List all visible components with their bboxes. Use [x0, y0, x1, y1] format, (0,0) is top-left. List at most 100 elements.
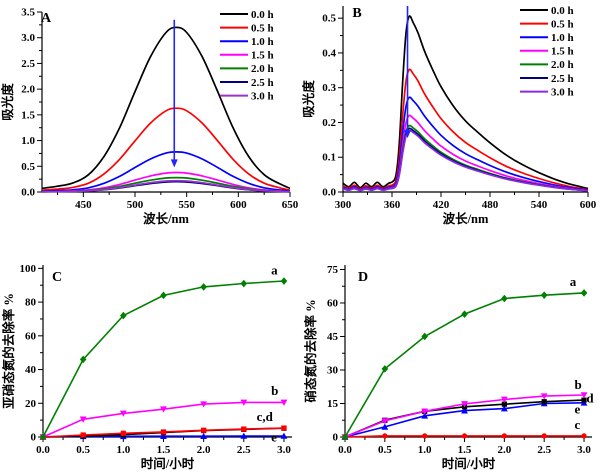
data-point-marker: [421, 412, 429, 419]
data-point-marker: [382, 433, 388, 439]
x-tick-label: 300: [335, 199, 352, 211]
data-point-marker: [201, 427, 207, 433]
x-tick-label: 550: [178, 199, 195, 211]
tick-marks: [38, 267, 285, 442]
curve-annotation-e: e: [574, 402, 580, 417]
x-axis-label: 时间/小时: [442, 456, 496, 471]
panel-c-nitrite-removal-chart: 0.0 0.5 1.0 1.5 2.0 2.5 3.0 0 20 40 60 80 100 时间/小时 亚硝…: [1, 262, 292, 471]
data-point-marker: [39, 433, 47, 441]
data-point-marker: [581, 433, 587, 439]
panel-letter: D: [358, 270, 368, 285]
data-point-marker: [240, 399, 248, 406]
data-point-marker: [541, 399, 547, 405]
x-tick-label: 1.0: [418, 444, 432, 456]
panel-a-absorbance-spectra-chart: 450 500 550 600 650 0.0 0.5 1.0 1.5 2.0 2.5 3.0 3.5 波…: [0, 7, 299, 227]
y-tick-label: 75: [327, 264, 339, 276]
x-tick-label: 0.5: [76, 444, 90, 456]
y-tick-label: 60: [25, 330, 37, 342]
series-line-3.0h: [342, 129, 589, 192]
data-point-marker: [341, 433, 349, 441]
axes: [42, 265, 292, 438]
x-tick-label: 480: [482, 199, 499, 211]
legend-label: 1.0 h: [251, 36, 274, 48]
series-line-a: [42, 280, 285, 438]
legend-label: 1.5 h: [551, 46, 574, 58]
data-point-marker: [580, 392, 588, 399]
y-tick-label: 1.5: [21, 109, 35, 121]
legend-label: 0.5 h: [551, 18, 574, 30]
y-tick-label: 0: [333, 432, 339, 444]
data-point-marker: [381, 423, 389, 430]
data-point-marker: [461, 401, 468, 408]
series-line-2.0h: [342, 124, 589, 192]
curve-annotation-b: b: [574, 377, 581, 392]
data-point-marker: [461, 433, 468, 439]
series-line-0.5h: [342, 68, 589, 191]
data-point-marker: [501, 294, 508, 303]
y-axis-label: 吸光度: [301, 80, 316, 118]
data-point-marker: [580, 289, 588, 297]
x-tick-label: 0.5: [378, 444, 392, 456]
legend: 0.0 h0.5 h 1.0 h 1.5 h2.0 h 2.5 h3.0 h: [520, 5, 574, 98]
y-tick-label: 2.0: [21, 84, 35, 96]
x-tick-label: 600: [230, 199, 247, 211]
legend-label: 1.5 h: [251, 50, 274, 62]
data-point-marker: [500, 405, 508, 412]
data-point-marker: [240, 279, 248, 288]
series-line-0.0h: [342, 15, 589, 190]
series-group: [39, 277, 288, 441]
data-point-marker: [80, 432, 86, 438]
y-tick-label: 3.5: [21, 7, 35, 19]
data-point-marker: [79, 355, 87, 364]
curve-annotation-e: e: [271, 430, 277, 445]
series-group: [342, 15, 589, 192]
legend-label: 0.5 h: [251, 22, 274, 34]
x-tick-label: 0.0: [36, 444, 50, 456]
y-tick-label: 1.0: [21, 135, 35, 147]
y-tick-label: 3.0: [21, 32, 35, 44]
data-point-marker: [119, 410, 127, 417]
panel-letter: A: [41, 11, 52, 26]
data-point-marker: [540, 393, 548, 400]
y-axis-label: 硝态氮的去除率 %: [303, 299, 318, 402]
panel-letter: B: [352, 6, 361, 21]
legend-label: 0.0 h: [251, 9, 274, 21]
data-point-marker: [501, 433, 507, 439]
data-point-marker: [160, 429, 167, 435]
legend-label: 0.0 h: [551, 5, 574, 17]
series-line-1.0h: [41, 151, 291, 192]
y-tick-label: 45: [327, 331, 339, 343]
x-tick-label: 2.5: [237, 444, 251, 456]
data-point-marker: [241, 426, 247, 432]
y-tick-label: 2.5: [21, 58, 35, 70]
y-tick-label: 0.3: [322, 82, 336, 94]
decrease-arrow: [404, 6, 412, 139]
y-tick-label: 0.4: [322, 47, 336, 59]
data-point-marker: [422, 433, 428, 439]
x-tick-label: 450: [75, 199, 92, 211]
x-tick-label: 0.0: [338, 444, 352, 456]
y-tick-label: 30: [327, 364, 339, 376]
x-tick-label: 420: [433, 199, 450, 211]
curve-annotation-c: c: [574, 417, 580, 432]
y-tick-label: 0: [31, 432, 37, 444]
x-tick-label: 2.0: [497, 444, 511, 456]
data-point-marker: [200, 432, 208, 439]
x-tick-label: 1.0: [116, 444, 130, 456]
tick-marks: [338, 17, 589, 197]
data-point-marker: [421, 408, 429, 415]
y-tick-label: 100: [20, 263, 37, 275]
y-tick-label: 15: [327, 398, 339, 410]
data-point-marker: [200, 283, 207, 291]
data-point-marker: [540, 291, 548, 299]
x-axis-label: 波长/nm: [143, 211, 189, 226]
legend-label: 2.0 h: [251, 63, 274, 75]
curve-annotation-a: a: [570, 274, 577, 289]
series-line-0.5h: [41, 107, 291, 192]
data-point-marker: [120, 430, 126, 436]
legend-label: 2.5 h: [251, 77, 274, 89]
data-point-marker: [240, 432, 248, 439]
legend-label: 2.0 h: [551, 59, 574, 71]
data-point-marker: [581, 397, 587, 403]
